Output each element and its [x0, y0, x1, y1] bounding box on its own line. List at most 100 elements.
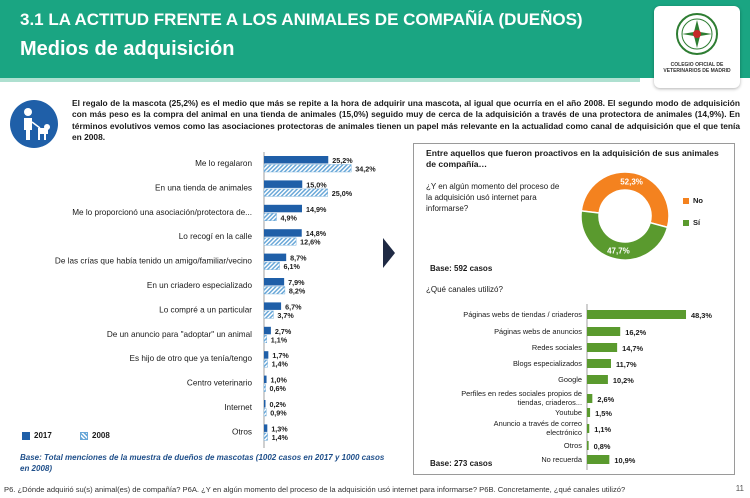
pie-value-label: 47,7%: [607, 246, 630, 255]
channel-label: Otros: [564, 441, 582, 450]
category-label: De un anuncio para "adoptar" un animal: [107, 330, 252, 339]
channel-label: Páginas webs de tiendas / criaderos: [463, 310, 582, 319]
value-label-2008: 12,6%: [300, 238, 321, 247]
pie-legend-swatch-no: [683, 198, 689, 205]
channel-bar: [587, 424, 590, 433]
internet-usage-panel: [413, 143, 735, 475]
bar-2017: [264, 326, 271, 335]
value-label-2017: 7,9%: [288, 278, 305, 287]
legend-2017: 2017: [22, 431, 52, 440]
category-label: Centro veterinario: [187, 379, 253, 388]
category-label: Me lo regalaron: [195, 159, 252, 168]
category-label: Otros: [232, 427, 252, 436]
channel-label: Blogs especializados: [513, 359, 582, 368]
pie-legend-no: No: [683, 196, 703, 205]
channel-label: Perfiles en redes sociales propios de tie…: [461, 389, 582, 407]
category-label: Internet: [224, 403, 252, 412]
bar-2017: [264, 400, 266, 408]
base-note-left: Base: Total menciones de la muestra de d…: [20, 453, 385, 473]
value-label-2017: 15,0%: [306, 180, 327, 189]
value-label-2017: 8,7%: [290, 254, 307, 263]
value-label-2017: 6,7%: [285, 302, 302, 311]
legend-label-2008: 2008: [92, 431, 110, 440]
channel-value-label: 48,3%: [691, 311, 712, 320]
category-label: Me lo proporcionó una asociación/protect…: [72, 208, 252, 217]
channel-bar: [587, 408, 591, 417]
value-label-2008: 8,2%: [289, 287, 306, 296]
channel-bar: [587, 343, 618, 352]
bar-2008: [263, 213, 277, 221]
value-label-2017: 1,0%: [271, 376, 288, 385]
bar-2008: [263, 188, 328, 197]
value-label-2008: 0,6%: [270, 384, 287, 393]
channel-bar: [587, 394, 593, 403]
value-label-2017: 25,2%: [332, 156, 353, 165]
value-label-2008: 4,9%: [280, 213, 297, 222]
bar-2017: [264, 204, 302, 213]
bar-2008: [263, 310, 274, 319]
pet-owner-icon: [10, 100, 58, 148]
header-divider: [0, 78, 640, 82]
bar-2017: [264, 375, 267, 384]
value-label-2008: 1,4%: [272, 360, 289, 369]
page-title: Medios de adquisición: [20, 38, 235, 60]
acquisition-bar-chart: Me lo regalaron 25,2%34,2% En una tienda d…: [55, 152, 376, 448]
channel-bar: [587, 441, 589, 450]
channel-value-label: 16,2%: [625, 328, 646, 337]
channel-value-label: 1,1%: [594, 425, 611, 434]
channel-bar: [587, 375, 608, 384]
bar-2017: [264, 156, 329, 164]
channel-value-label: 11,7%: [616, 360, 637, 369]
logo-text: COLEGIO OFICIAL DE VETERINARIOS DE MADRI…: [663, 62, 731, 74]
bar-2008: [263, 335, 268, 344]
pie-value-label: 52,3%: [620, 178, 643, 187]
channel-bar: [587, 455, 610, 464]
value-label-2017: 1,3%: [271, 424, 288, 433]
channels-bar-chart: 48,3% Páginas webs de tiendas / criaderos…: [461, 304, 712, 470]
value-label-2008: 1,1%: [271, 335, 288, 344]
bar-2017: [264, 302, 282, 310]
channel-label: Páginas webs de anuncios: [494, 327, 582, 336]
internet-pie-chart: 52,3% 47,7%: [580, 171, 670, 261]
channel-bar: [587, 359, 611, 368]
bar-2017: [264, 229, 302, 237]
channel-value-label: 2,6%: [597, 395, 614, 404]
bar-2017: [264, 180, 303, 188]
channel-value-label: 14,7%: [622, 344, 643, 353]
channel-label: Google: [558, 375, 582, 384]
transition-arrow-icon: [383, 238, 395, 268]
header-banner: 3.1 LA ACTITUD FRENTE A LOS ANIMALES DE …: [0, 0, 750, 78]
channel-label: Redes sociales: [532, 343, 582, 352]
panel-title: Entre aquellos que fueron proactivos en …: [426, 148, 719, 169]
section-title: 3.1 LA ACTITUD FRENTE A LOS ANIMALES DE …: [20, 10, 583, 29]
channels-question: ¿Qué canales utilizó?: [426, 285, 503, 294]
legend-swatch-2008: [80, 431, 88, 440]
legend-label-2017: 2017: [34, 431, 52, 440]
value-label-2008: 3,7%: [277, 311, 294, 320]
pie-legend-swatch-si: [683, 220, 689, 227]
bar-2008: [263, 383, 266, 392]
bar-2017: [264, 351, 269, 359]
value-label-2008: 34,2%: [355, 165, 376, 174]
category-label: Lo recogí en la calle: [179, 232, 253, 241]
pie-slice: [580, 171, 670, 229]
legend-swatch-2017: [22, 431, 30, 440]
legend-2008: 2008: [80, 431, 110, 440]
page-number: 11: [735, 484, 744, 493]
channel-value-label: 10,9%: [614, 456, 635, 465]
bar-2008: [263, 237, 297, 246]
category-label: En un criadero especializado: [147, 281, 253, 290]
bar-2008: [263, 261, 280, 270]
value-label-2017: 1,7%: [272, 351, 289, 360]
channel-value-label: 0,8%: [594, 442, 611, 451]
pie-legend-label-si: Sí: [693, 218, 701, 227]
bar-2017: [264, 278, 285, 286]
base-note-internet: Base: 592 casos: [430, 264, 493, 273]
pie-legend-si: Sí: [683, 218, 700, 227]
channel-value-label: 10,2%: [613, 376, 634, 385]
pie-legend-label-no: No: [693, 196, 703, 205]
category-label: Lo compré a un particular: [159, 305, 252, 314]
bar-2017: [264, 253, 287, 262]
bar-2008: [263, 359, 268, 368]
category-label: En una tienda de animales: [155, 183, 252, 192]
